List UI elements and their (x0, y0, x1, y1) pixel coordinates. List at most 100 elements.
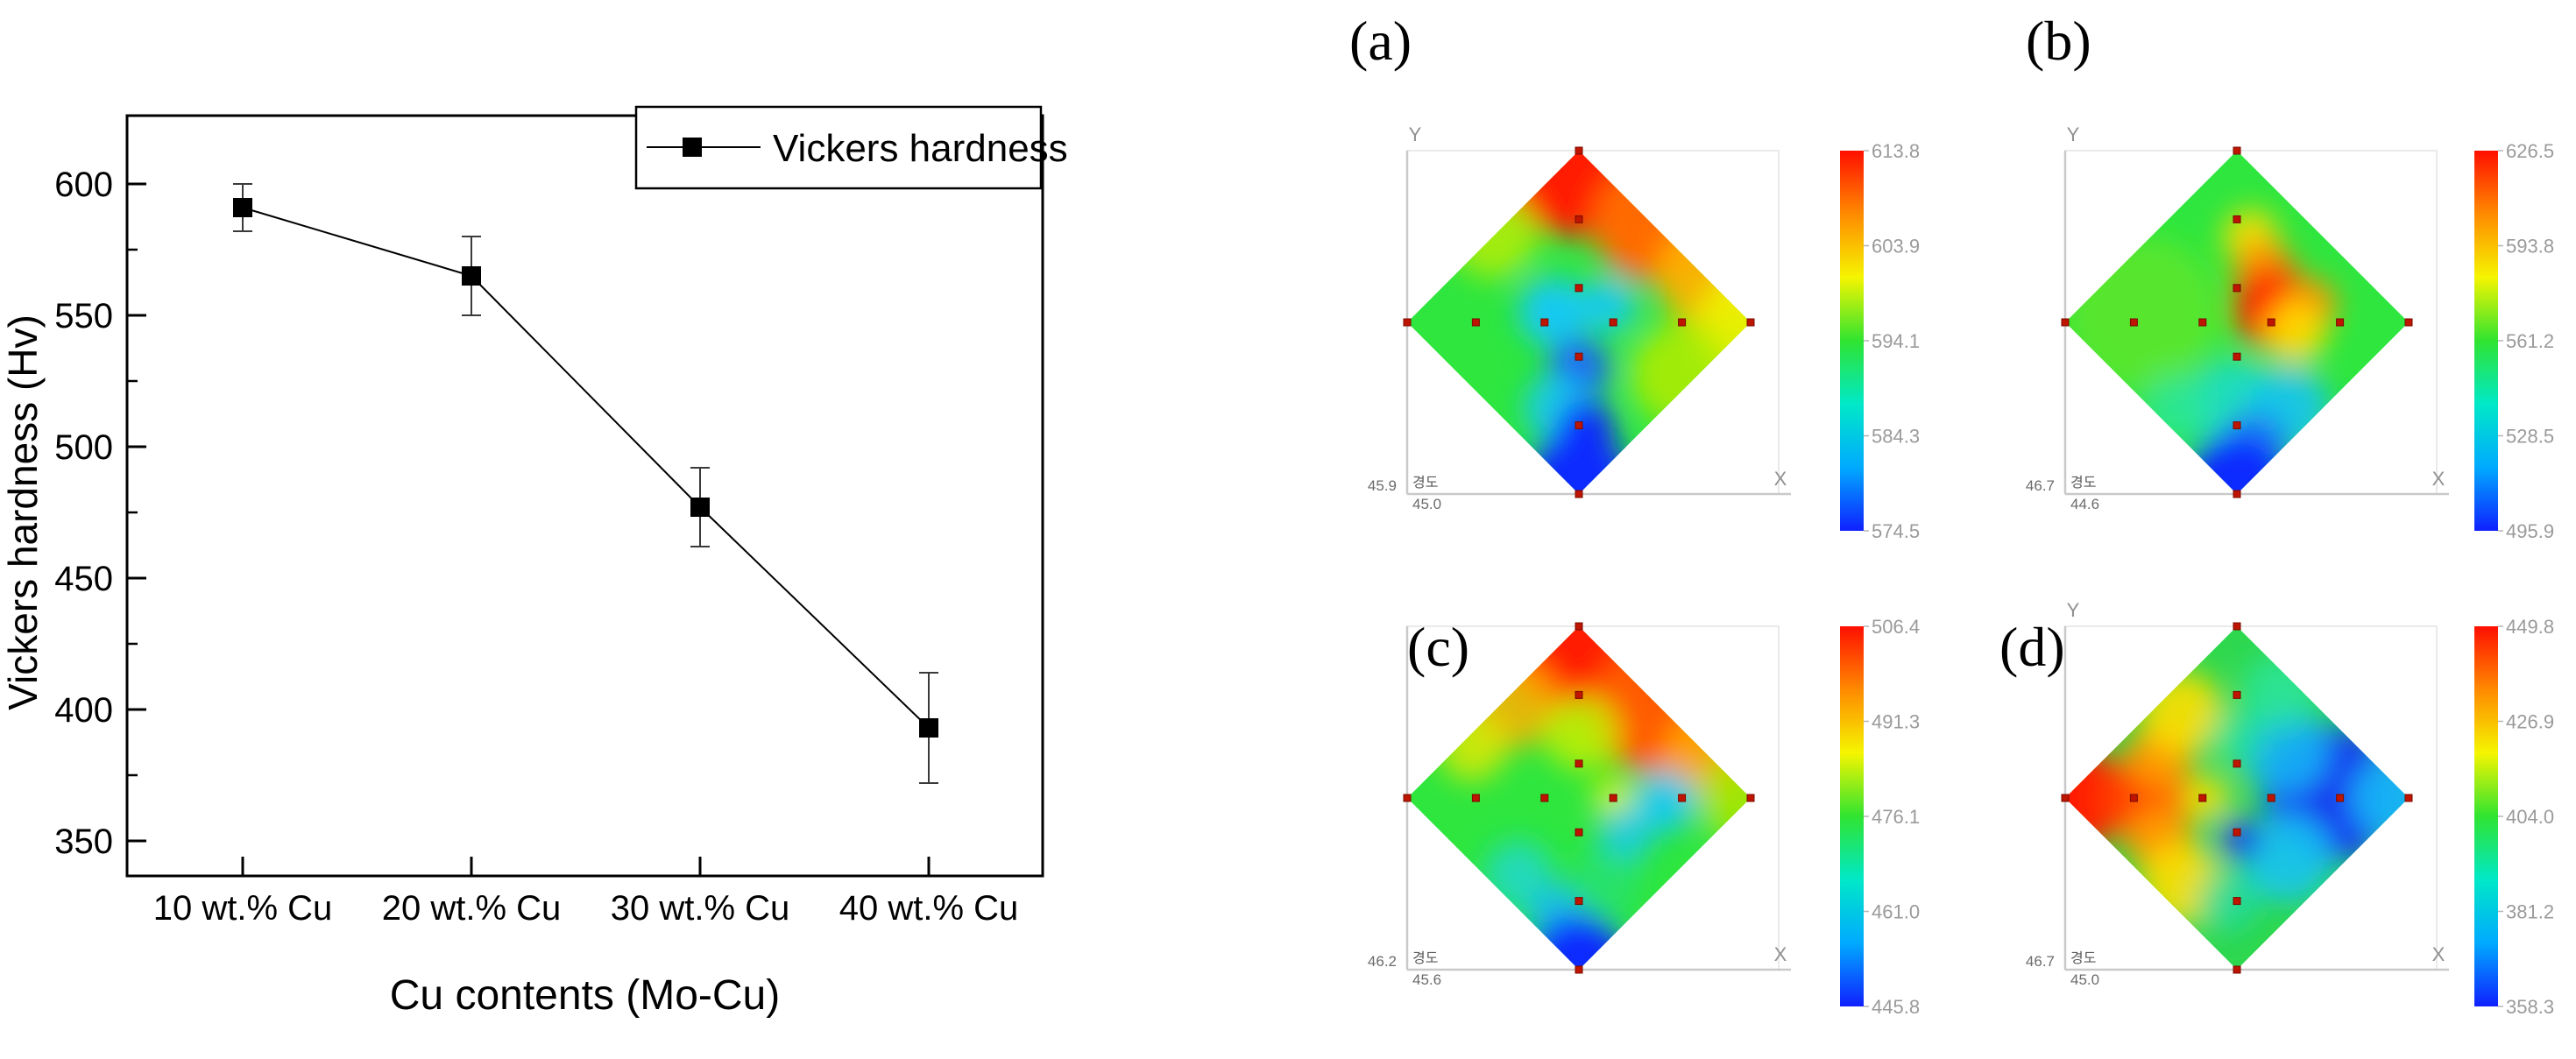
panel-d-sample-point (2198, 794, 2207, 802)
panel-d-color-blob (2350, 756, 2409, 840)
panel-a-colorbar-tick-label: 594.1 (1872, 330, 1920, 352)
data-series-line (242, 207, 930, 729)
panel-d-sample-point (2233, 759, 2241, 768)
panel-b-sample-point (2233, 490, 2241, 498)
panel-d-colorbar-tick-label: 358.3 (2506, 996, 2554, 1018)
panel-d-colorbar-tick-label: 449.8 (2506, 616, 2554, 638)
panel-d-label: (d) (1999, 616, 2065, 678)
panel-b-sample-point (2233, 284, 2241, 293)
panel-c-sample-point (1540, 794, 1549, 802)
legend-label: Vickers hardness (773, 127, 1068, 170)
panel-a-corner-word: 경도 (1412, 475, 1438, 491)
panel-a-colorbar (1840, 151, 1864, 531)
panel-c-label: (c) (1407, 616, 1469, 678)
panel-a-sample-point (1746, 318, 1755, 327)
panel-d-colorbar-tick-label: 381.2 (2506, 901, 2554, 923)
panel-c-color-blob (1544, 695, 1621, 771)
panel-b-sample-point (2233, 421, 2241, 430)
panel-d-heatmap-diamond (2065, 626, 2409, 970)
x-tick-label: 20 wt.% Cu (382, 889, 562, 928)
panel-a-color-blob (1518, 278, 1588, 347)
x-axis-title: Cu contents (Mo-Cu) (390, 972, 780, 1019)
legend-marker (683, 138, 702, 157)
data-point-marker (690, 498, 710, 517)
panel-d-sample-point (2233, 828, 2241, 837)
panel-c-corner-word: 경도 (1412, 950, 1438, 966)
panel-b-corner-left-value: 46.7 (2026, 477, 2055, 494)
panel-c-sample-point (1471, 794, 1480, 802)
panel-b-sample-point (2129, 318, 2138, 327)
y-tick-label: 450 (54, 560, 113, 598)
panel-d-sample-point (2336, 794, 2345, 802)
panel-a-label: (a) (1349, 10, 1412, 72)
panel-a-y-axis-letter: Y (1409, 124, 1422, 145)
panel-d-colorbar-tick-label: 426.9 (2506, 711, 2554, 733)
panel-c-color-field (1438, 626, 1751, 970)
panel-a-corner-bottom-value: 45.0 (1412, 496, 1441, 512)
panel-c-color-blob (1633, 770, 1696, 833)
panel-a-sample-point (1575, 215, 1583, 223)
panel-d-x-axis-letter: X (2432, 943, 2445, 965)
panel-b-colorbar-tick-label: 593.8 (2506, 236, 2554, 258)
panel-b-sample-point (2267, 318, 2275, 327)
panel-b-colorbar-tick-label: 561.2 (2506, 330, 2554, 352)
panel-c-sample-point (1403, 794, 1412, 802)
panel-d-color-blob (2219, 818, 2261, 860)
panel-b-colorbar-tick-label: 528.5 (2506, 426, 2554, 448)
panel-b-sample-point (2233, 146, 2241, 155)
panel-d-sample-point (2233, 622, 2241, 631)
y-tick-label: 550 (54, 297, 113, 335)
x-tick-label: 30 wt.% Cu (611, 889, 790, 928)
panel-c-sample-point (1575, 965, 1583, 974)
legend-box: Vickers hardness (634, 105, 1068, 190)
panel-b-color-blob (2065, 237, 2220, 392)
panel-c-color-blob (1597, 808, 1653, 864)
y-tick-label: 400 (54, 691, 113, 730)
panel-d-sample-point (2233, 897, 2241, 906)
panel-b-color-blob (2185, 434, 2289, 494)
x-tick-label: 40 wt.% Cu (839, 889, 1019, 928)
panel-a-sample-point (1609, 318, 1617, 327)
panel-a-colorbar-tick-label: 603.9 (1872, 236, 1920, 258)
panel-b-corner-bottom-value: 44.6 (2070, 496, 2099, 512)
y-tick-label: 350 (54, 822, 113, 861)
panel-a-sample-point (1575, 352, 1583, 361)
panel-d-color-blob (2065, 746, 2126, 850)
panel-c-x-axis-letter: X (1774, 943, 1787, 965)
panel-c-colorbar-tick-label: 476.1 (1872, 806, 1920, 828)
panel-d-sample-point (2061, 794, 2070, 802)
panel-a-colorbar-tick-label: 574.5 (1872, 520, 1920, 542)
panel-b-colorbar (2474, 151, 2498, 531)
y-tick-label: 500 (54, 428, 113, 467)
panel-a-sample-point (1403, 318, 1412, 327)
panel-c-color-blob (1531, 914, 1627, 970)
panel-a-corner-left-value: 45.9 (1368, 477, 1397, 494)
panel-b-sample-point (2198, 318, 2207, 327)
panel-a-sample-point (1471, 318, 1480, 327)
panel-c-group: (c) X 46.2 경도 45.6 506.4 491.3 476.1 461.0 445.8 (1368, 616, 1920, 1018)
panel-c-sample-point (1746, 794, 1755, 802)
panel-b-colorbar-tick-label: 626.5 (2506, 140, 2554, 162)
panel-c-color-blob (1438, 712, 1507, 781)
data-point-marker (462, 266, 481, 286)
y-axis-title: Vickers hardness (Hv) (0, 314, 46, 710)
panel-d-sample-point (2233, 965, 2241, 974)
panel-d-sample-point (2233, 690, 2241, 699)
panel-c-sample-point (1575, 622, 1583, 631)
panel-a-sample-point (1540, 318, 1549, 327)
panel-c-heatmap-diamond (1407, 626, 1751, 970)
panel-b-x-axis-letter: X (2432, 468, 2445, 490)
panel-a-sample-point (1575, 284, 1583, 293)
panel-b-sample-point (2233, 352, 2241, 361)
panel-c-sample-point (1575, 690, 1583, 699)
panel-b-sample-point (2336, 318, 2345, 327)
panel-c-sample-point (1575, 828, 1583, 837)
panel-a-heatmap-diamond (1407, 151, 1751, 494)
chart-frame (125, 114, 1044, 878)
panel-c-color-blob (1697, 753, 1751, 843)
panel-b-color-blob (2264, 301, 2326, 364)
vickers-hardness-line-chart: 350 400 450 500 550 600 10 wt.% Cu 20 wt.% Cu 30… (0, 105, 1068, 1019)
panel-d-colorbar-tick-label: 404.0 (2506, 806, 2554, 828)
